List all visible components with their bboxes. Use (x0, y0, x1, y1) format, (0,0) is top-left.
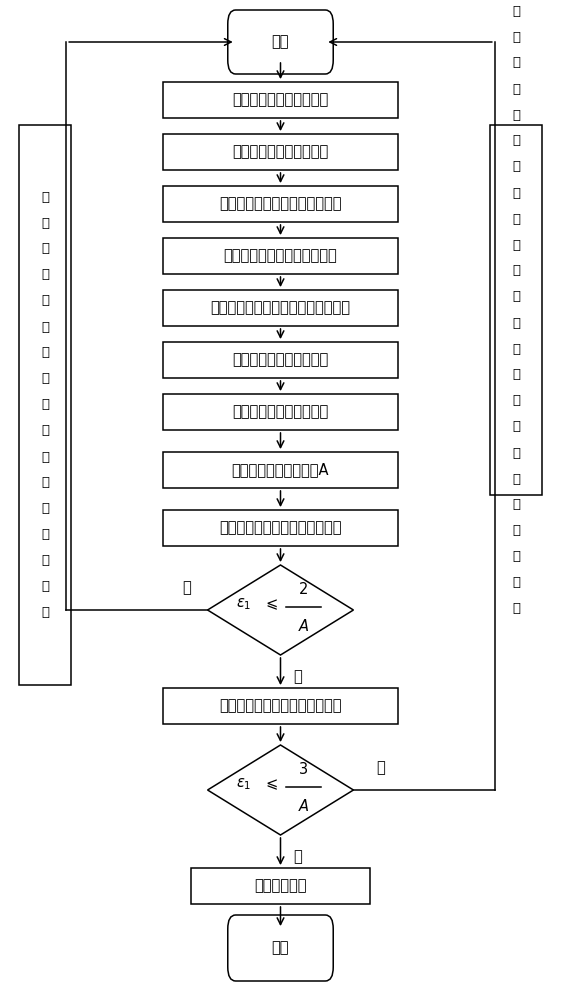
Text: 打印输出结果: 打印输出结果 (254, 879, 307, 894)
FancyBboxPatch shape (163, 510, 398, 546)
FancyBboxPatch shape (163, 394, 398, 430)
Text: 是: 是 (293, 670, 302, 684)
Text: 性: 性 (41, 451, 49, 464)
Text: 第二类表面特征部位的计算分析: 第二类表面特征部位的计算分析 (219, 698, 342, 714)
FancyBboxPatch shape (163, 238, 398, 274)
Text: 大: 大 (512, 447, 520, 460)
Text: 径: 径 (512, 602, 520, 616)
Text: $\varepsilon_1$: $\varepsilon_1$ (236, 596, 252, 612)
FancyBboxPatch shape (163, 290, 398, 326)
Text: 结: 结 (512, 473, 520, 486)
Text: $A$: $A$ (297, 618, 310, 634)
FancyBboxPatch shape (19, 125, 71, 685)
Text: 材: 材 (512, 343, 520, 356)
Text: 性: 性 (512, 213, 520, 226)
Text: 好: 好 (41, 528, 49, 542)
Text: 否: 否 (376, 761, 385, 776)
Text: 学: 学 (41, 424, 49, 438)
Text: 用: 用 (512, 31, 520, 44)
Text: 是: 是 (293, 850, 302, 864)
Text: 用: 用 (41, 217, 49, 230)
Text: 增: 增 (512, 420, 520, 434)
FancyBboxPatch shape (163, 688, 398, 724)
FancyBboxPatch shape (163, 186, 398, 222)
Text: 计算高温部件的总运行小时数: 计算高温部件的总运行小时数 (224, 248, 337, 263)
Text: 学: 学 (512, 187, 520, 200)
Text: $\leqslant$: $\leqslant$ (263, 776, 278, 792)
Text: 否: 否 (182, 580, 191, 595)
Text: 材: 材 (41, 580, 49, 593)
Text: 料: 料 (41, 606, 49, 619)
FancyBboxPatch shape (228, 915, 333, 981)
Text: 更: 更 (41, 502, 49, 516)
Text: 力: 力 (512, 160, 520, 174)
Text: 角: 角 (512, 550, 520, 564)
Text: $A$: $A$ (297, 798, 310, 814)
Text: $\varepsilon_1$: $\varepsilon_1$ (236, 776, 252, 792)
Text: 计算高温部件的等效应力: 计算高温部件的等效应力 (232, 353, 329, 367)
Text: 的: 的 (512, 317, 520, 330)
Text: 构: 构 (512, 498, 520, 512)
Text: 3: 3 (299, 762, 308, 778)
Text: 计算多轴蠕变修正系数A: 计算多轴蠕变修正系数A (232, 462, 329, 478)
Text: 材: 材 (41, 242, 49, 255)
FancyBboxPatch shape (163, 82, 398, 118)
FancyBboxPatch shape (163, 452, 398, 488)
Text: 更: 更 (512, 264, 520, 277)
Text: 计算高温部件的主应力和最大主应变: 计算高温部件的主应力和最大主应变 (210, 300, 351, 316)
FancyBboxPatch shape (490, 125, 542, 495)
FancyBboxPatch shape (191, 868, 370, 904)
Text: 开始: 开始 (272, 34, 289, 49)
Text: 结束: 结束 (272, 940, 289, 956)
Text: 试: 试 (512, 134, 520, 147)
FancyBboxPatch shape (163, 342, 398, 378)
Text: 圆: 圆 (512, 524, 520, 538)
Text: 高: 高 (41, 294, 49, 308)
Text: 输入高温部件的材料牌号: 输入高温部件的材料牌号 (232, 93, 329, 107)
Text: 采: 采 (512, 5, 520, 18)
Text: 半: 半 (512, 576, 520, 589)
Text: 2: 2 (299, 582, 308, 597)
Text: 能: 能 (41, 477, 49, 489)
Text: 改: 改 (41, 191, 49, 204)
Text: 确定高温部件的使用年数: 确定高温部件的使用年数 (232, 144, 329, 159)
Text: 尝: 尝 (512, 109, 520, 122)
Text: 长: 长 (41, 347, 49, 360)
Text: 料: 料 (512, 368, 520, 381)
Text: 第一类表面特征部位的计算分析: 第一类表面特征部位的计算分析 (219, 520, 342, 536)
FancyBboxPatch shape (163, 134, 398, 170)
Text: 温: 温 (512, 83, 520, 96)
Text: 好: 好 (512, 290, 520, 304)
Text: 料: 料 (41, 268, 49, 282)
Text: 能: 能 (512, 239, 520, 252)
Text: 确定高温部件的年均运行小时数: 确定高温部件的年均运行小时数 (219, 196, 342, 212)
Polygon shape (208, 745, 353, 835)
Text: 力: 力 (41, 398, 49, 412)
Text: 高: 高 (512, 56, 520, 70)
Text: 温: 温 (41, 321, 49, 334)
Text: 的: 的 (41, 554, 49, 568)
Polygon shape (208, 565, 353, 655)
Text: 计算高温部件的静水应力: 计算高温部件的静水应力 (232, 404, 329, 420)
Text: 时: 时 (41, 372, 49, 385)
FancyBboxPatch shape (228, 10, 333, 74)
Text: 或: 或 (512, 394, 520, 408)
Text: $\leqslant$: $\leqslant$ (263, 596, 278, 611)
